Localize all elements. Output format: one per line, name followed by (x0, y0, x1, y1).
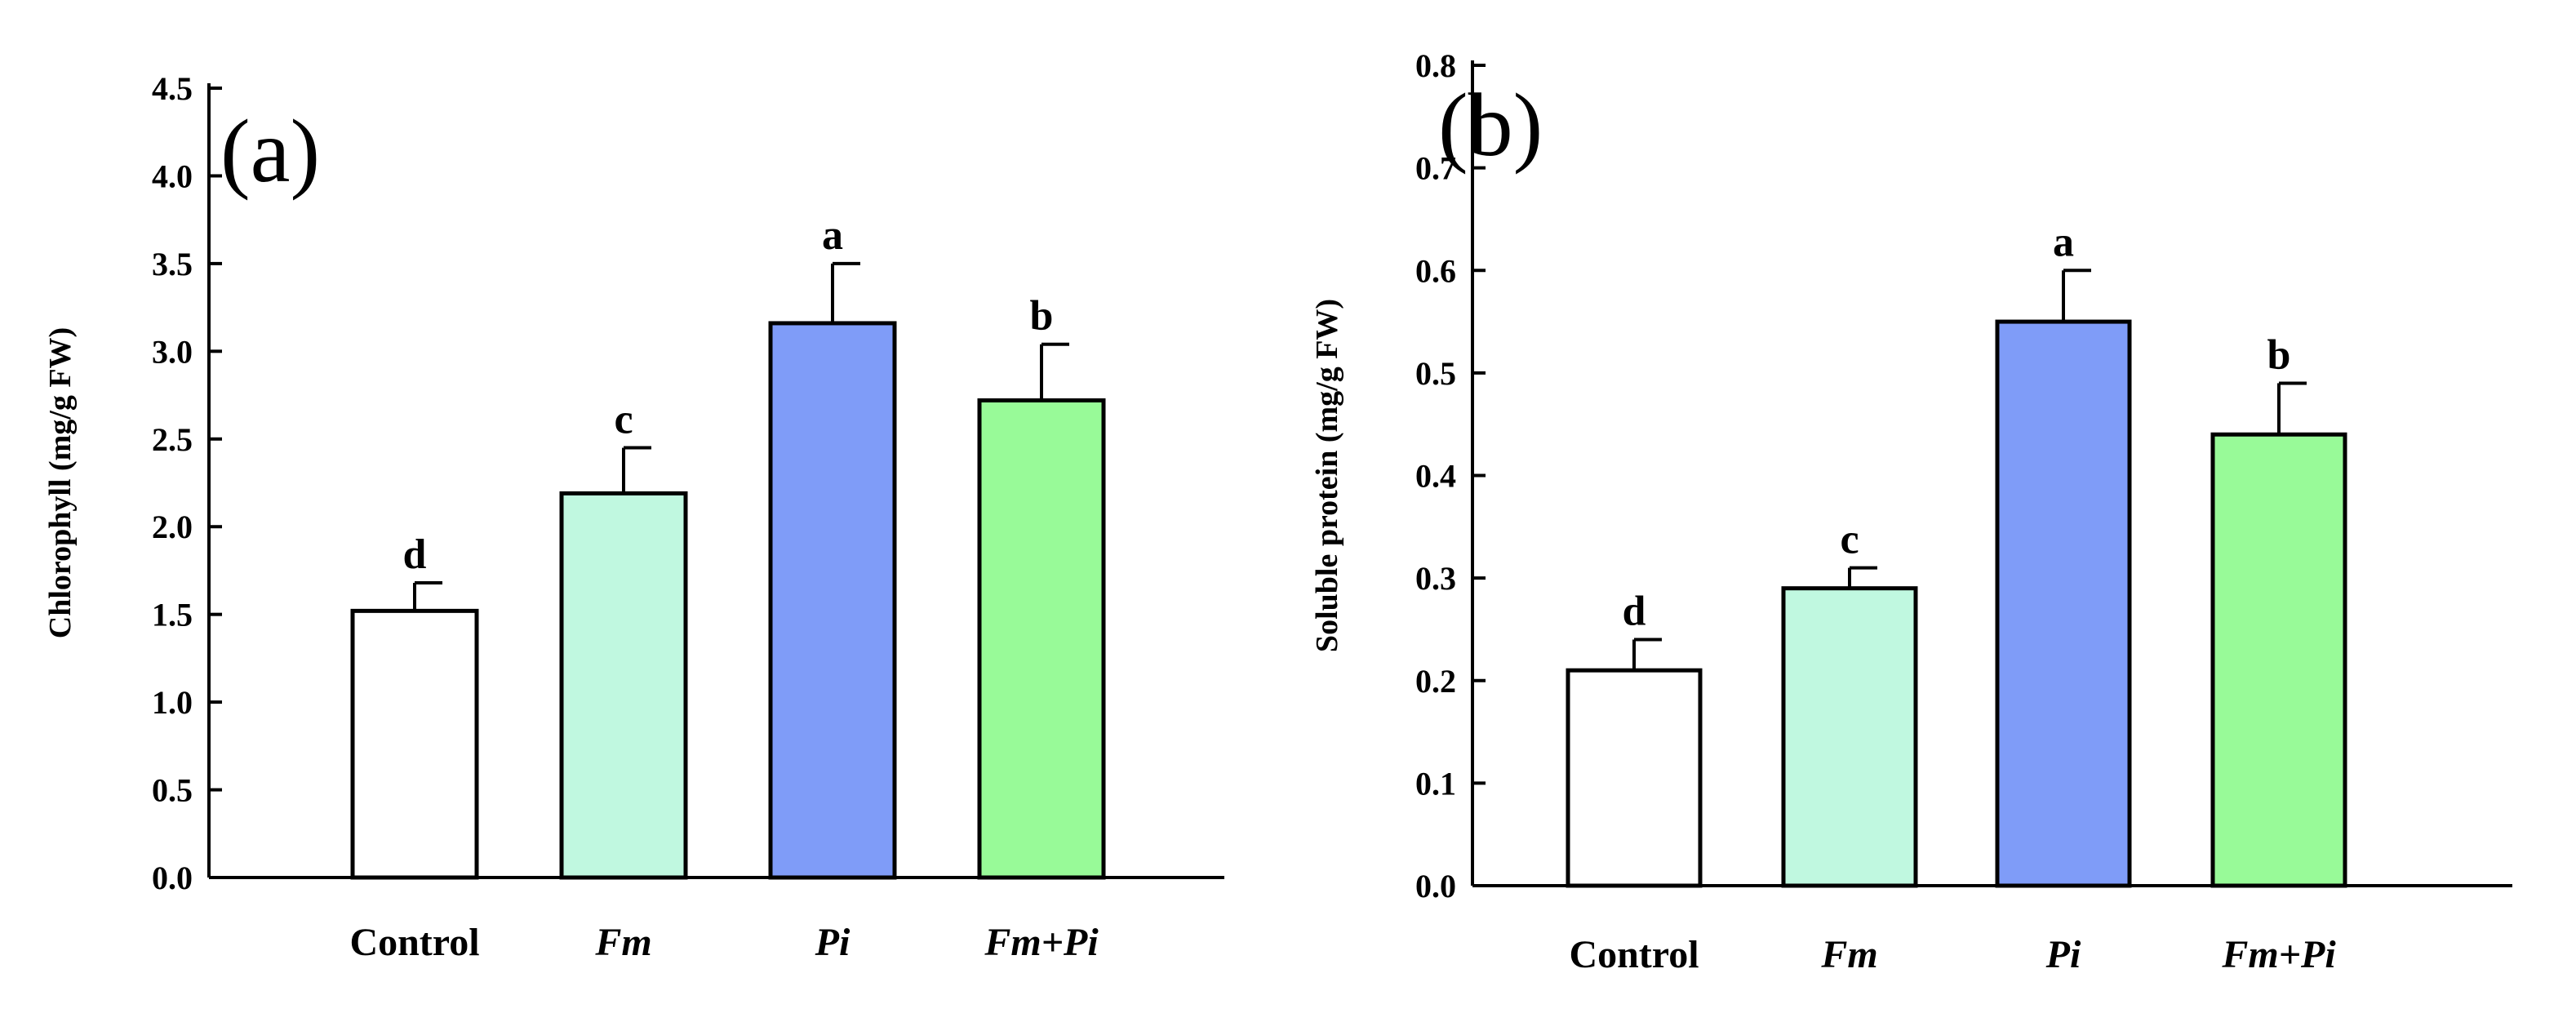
y-tick-label: 2.0 (152, 509, 193, 545)
y-tick-label: 0.0 (152, 860, 193, 896)
x-category-label: Fm+Pi (2221, 933, 2336, 976)
bar-control (1566, 668, 1703, 888)
significance-letter: d (1623, 589, 1646, 635)
chart-panel-a: 0.0 0.5 1.0 1.5 2.0 2.5 3.0 3.5 4.0 4.5 Chlorophyl… (43, 70, 1224, 964)
x-category-label: Control (1569, 933, 1699, 976)
bar-fm (1781, 586, 1918, 888)
significance-letter: b (1030, 293, 1054, 340)
y-tick-label: 0.8 (1415, 47, 1456, 84)
bar-fm (559, 491, 688, 880)
y-tick-label: 1.5 (152, 597, 193, 633)
significance-letter: b (2267, 331, 2291, 378)
y-axis-title: Chlorophyll (mg/g FW) (43, 327, 78, 638)
significance-letter: c (614, 397, 633, 443)
y-tick-label: 4.0 (152, 158, 193, 194)
bar-fm-plus-pi (977, 398, 1106, 880)
y-tick-label: 0.5 (1415, 355, 1456, 392)
y-tick-label: 0.2 (1415, 663, 1456, 700)
x-category-label: Fm+Pi (984, 921, 1099, 964)
y-axis-title: Soluble protein (mg/g FW) (1310, 299, 1344, 652)
panel-label: (b) (1438, 75, 1543, 175)
significance-letter: c (1840, 517, 1859, 563)
significance-letter: a (2053, 219, 2074, 265)
y-tick-label: 0.0 (1415, 868, 1456, 904)
y-tick-label: 3.0 (152, 333, 193, 370)
y-tick-label: 0.3 (1415, 560, 1456, 597)
y-tick-label: 3.5 (152, 246, 193, 282)
panel-label: (a) (220, 101, 320, 201)
y-tick-label: 4.5 (152, 70, 193, 107)
bar-fm-plus-pi (2210, 432, 2347, 888)
y-tick-label: 0.4 (1415, 458, 1456, 495)
x-category-label: Fm (594, 921, 651, 964)
y-tick-label: 0.1 (1415, 765, 1456, 802)
chart-panel-b: 0.0 0.1 0.2 0.3 0.4 0.5 0.6 0.7 0.8 Soluble prote… (1310, 47, 2512, 976)
significance-letter: d (403, 531, 427, 578)
x-category-label: Pi (2045, 933, 2081, 976)
y-tick-label: 1.0 (152, 684, 193, 721)
y-tick-label: 0.5 (152, 772, 193, 809)
y-tick-label: 2.5 (152, 421, 193, 458)
x-category-label: Fm (1820, 933, 1877, 976)
bar-pi (1995, 319, 2132, 888)
significance-letter: a (822, 212, 843, 259)
bar-pi (768, 321, 897, 880)
x-category-label: Control (349, 921, 479, 964)
y-tick-label: 0.6 (1415, 252, 1456, 289)
y-tick-label: 0.7 (1415, 150, 1456, 187)
bar-control (350, 608, 479, 880)
x-category-label: Pi (815, 921, 851, 964)
